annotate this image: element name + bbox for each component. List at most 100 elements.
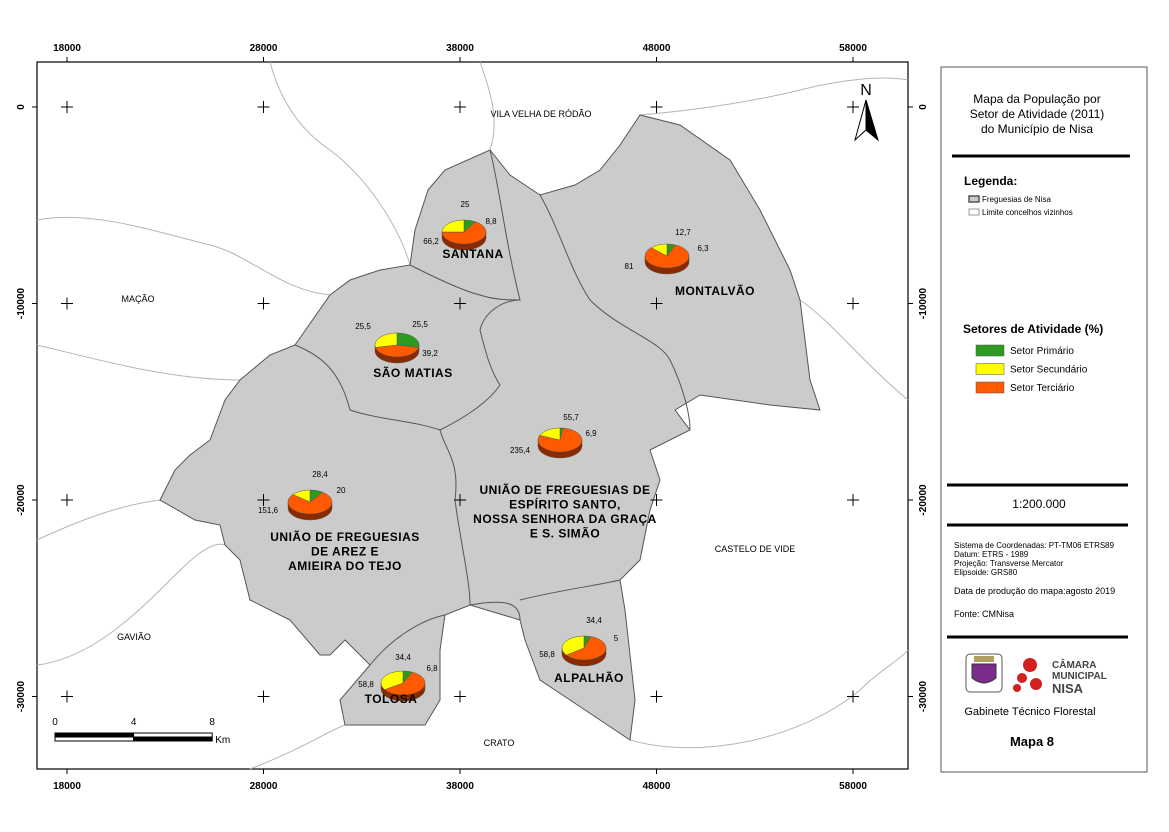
grid-cross bbox=[847, 101, 859, 113]
pie-slice bbox=[650, 243, 668, 257]
pie bbox=[537, 427, 583, 459]
pie-slice bbox=[441, 221, 487, 245]
x-tick-label: 28000 bbox=[250, 781, 278, 792]
pie-value-label: 8,8 bbox=[485, 217, 497, 226]
boundary bbox=[439, 149, 521, 606]
pie-value-label: 5 bbox=[614, 634, 619, 643]
grid-cross bbox=[454, 297, 466, 310]
pie-value-label: 6,8 bbox=[426, 664, 438, 673]
pie bbox=[561, 635, 607, 667]
x-tick-label: 18000 bbox=[53, 43, 81, 54]
grid-cross bbox=[61, 690, 73, 703]
legend-item: Freguesias de Nisa bbox=[982, 195, 1051, 204]
parish-name: ALPALHÃO bbox=[554, 670, 624, 685]
pie-value-label: 12,7 bbox=[675, 228, 691, 237]
legend-item: Setor Terciário bbox=[1010, 383, 1075, 394]
grid-cross bbox=[61, 494, 73, 506]
neighbor-name: MAÇÃO bbox=[121, 294, 154, 304]
pie bbox=[441, 219, 487, 251]
boundary bbox=[294, 344, 441, 431]
parish-name: DE AREZ E bbox=[311, 545, 379, 559]
grid-cross bbox=[257, 297, 270, 310]
scale-text: 1:200.000 bbox=[1012, 497, 1066, 511]
pie bbox=[380, 670, 426, 702]
parish-name: MONTALVÃO bbox=[675, 283, 755, 298]
info-line: Datum: ETRS - 1989 bbox=[954, 550, 1029, 559]
boundary bbox=[36, 344, 241, 381]
north-arrow: N bbox=[854, 82, 879, 142]
boundary bbox=[409, 264, 521, 301]
grid-cross bbox=[847, 690, 859, 703]
sectors-title: Setores de Atividade (%) bbox=[963, 322, 1103, 336]
pie-value-label: 20 bbox=[337, 486, 346, 495]
y-tick-label: -20000 bbox=[16, 484, 27, 516]
neighbor-name: GAVIÃO bbox=[117, 632, 151, 642]
x-tick-label: 58000 bbox=[839, 781, 867, 792]
boundary bbox=[269, 61, 411, 266]
boundary bbox=[519, 579, 621, 601]
info-line: Sistema de Coordenadas: PT-TM06 ETRS89 bbox=[954, 541, 1115, 550]
pie-value-label: 55,7 bbox=[563, 413, 579, 422]
grid-cross bbox=[257, 690, 270, 703]
y-tick-label: 0 bbox=[16, 104, 27, 110]
y-tick-label: 0 bbox=[918, 104, 929, 110]
date: Data de produção do mapa:agosto 2019 bbox=[954, 586, 1115, 596]
info-line: Elipsoide: GRS80 bbox=[954, 568, 1018, 577]
scale-segment bbox=[54, 732, 135, 738]
pie-slice bbox=[441, 219, 465, 233]
legend-item: Limite concelhos vizinhos bbox=[982, 208, 1073, 217]
y-tick-label: -20000 bbox=[918, 484, 929, 516]
grid-cross bbox=[650, 297, 663, 310]
pie-slice bbox=[287, 492, 333, 515]
panel-title: Mapa da População por bbox=[973, 92, 1100, 106]
scale-unit: Km bbox=[215, 735, 230, 746]
x-tick-label: 28000 bbox=[250, 43, 278, 54]
logo-text: CÂMARA bbox=[1052, 658, 1096, 671]
pie-value-label: 34,4 bbox=[586, 616, 602, 625]
pie-value-label: 6,3 bbox=[697, 244, 709, 253]
x-tick-label: 38000 bbox=[446, 43, 474, 54]
logo-flower bbox=[1017, 673, 1027, 683]
pie-slice bbox=[292, 489, 311, 503]
grid-cross bbox=[650, 101, 663, 113]
y-tick-label: -30000 bbox=[918, 680, 929, 712]
pie-slice bbox=[396, 332, 420, 348]
legend-swatch bbox=[968, 195, 980, 203]
legend-swatch bbox=[975, 344, 1005, 357]
pie-value-label: 235,4 bbox=[510, 446, 531, 455]
pie-slice bbox=[539, 427, 561, 441]
boundary bbox=[36, 543, 226, 666]
grid-cross bbox=[61, 297, 73, 310]
scale-label: 8 bbox=[209, 717, 215, 728]
crest-crown bbox=[974, 656, 994, 662]
grid-cross bbox=[847, 494, 859, 506]
parish-name: UNIÃO DE FREGUESIAS bbox=[270, 529, 420, 544]
logo: CÂMARA MUNICIPAL NISA bbox=[1013, 658, 1107, 696]
neighbor-boundaries bbox=[36, 61, 909, 770]
boundary bbox=[249, 724, 346, 770]
parish-name: UNIÃO DE FREGUESIAS DE bbox=[479, 482, 650, 497]
grid-cross bbox=[650, 494, 663, 506]
scale-segment bbox=[133, 736, 213, 742]
boundary bbox=[479, 61, 495, 151]
scale-segment bbox=[54, 736, 135, 742]
x-tick-label: 58000 bbox=[839, 43, 867, 54]
pie-slice bbox=[380, 670, 404, 690]
panel-title: do Município de Nisa bbox=[981, 122, 1093, 136]
y-tick-label: -10000 bbox=[918, 287, 929, 319]
pie-value-label: 39,2 bbox=[422, 349, 438, 358]
pie bbox=[644, 243, 690, 275]
pie-slice bbox=[375, 344, 419, 358]
grid-cross bbox=[454, 101, 466, 113]
boundary bbox=[639, 77, 909, 116]
pie-value-label: 34,4 bbox=[395, 653, 411, 662]
parish-name: ESPÍRITO SANTO, bbox=[509, 497, 621, 512]
neighbor-name: VILA VELHA DE RÓDÃO bbox=[490, 109, 591, 119]
pie-slice bbox=[384, 671, 426, 696]
pie-value-label: 25,5 bbox=[355, 322, 371, 331]
pie-slice bbox=[565, 636, 607, 661]
parish-name: TOLOSA bbox=[365, 692, 418, 706]
y-tick-label: -10000 bbox=[16, 287, 27, 319]
boundary bbox=[469, 601, 521, 621]
